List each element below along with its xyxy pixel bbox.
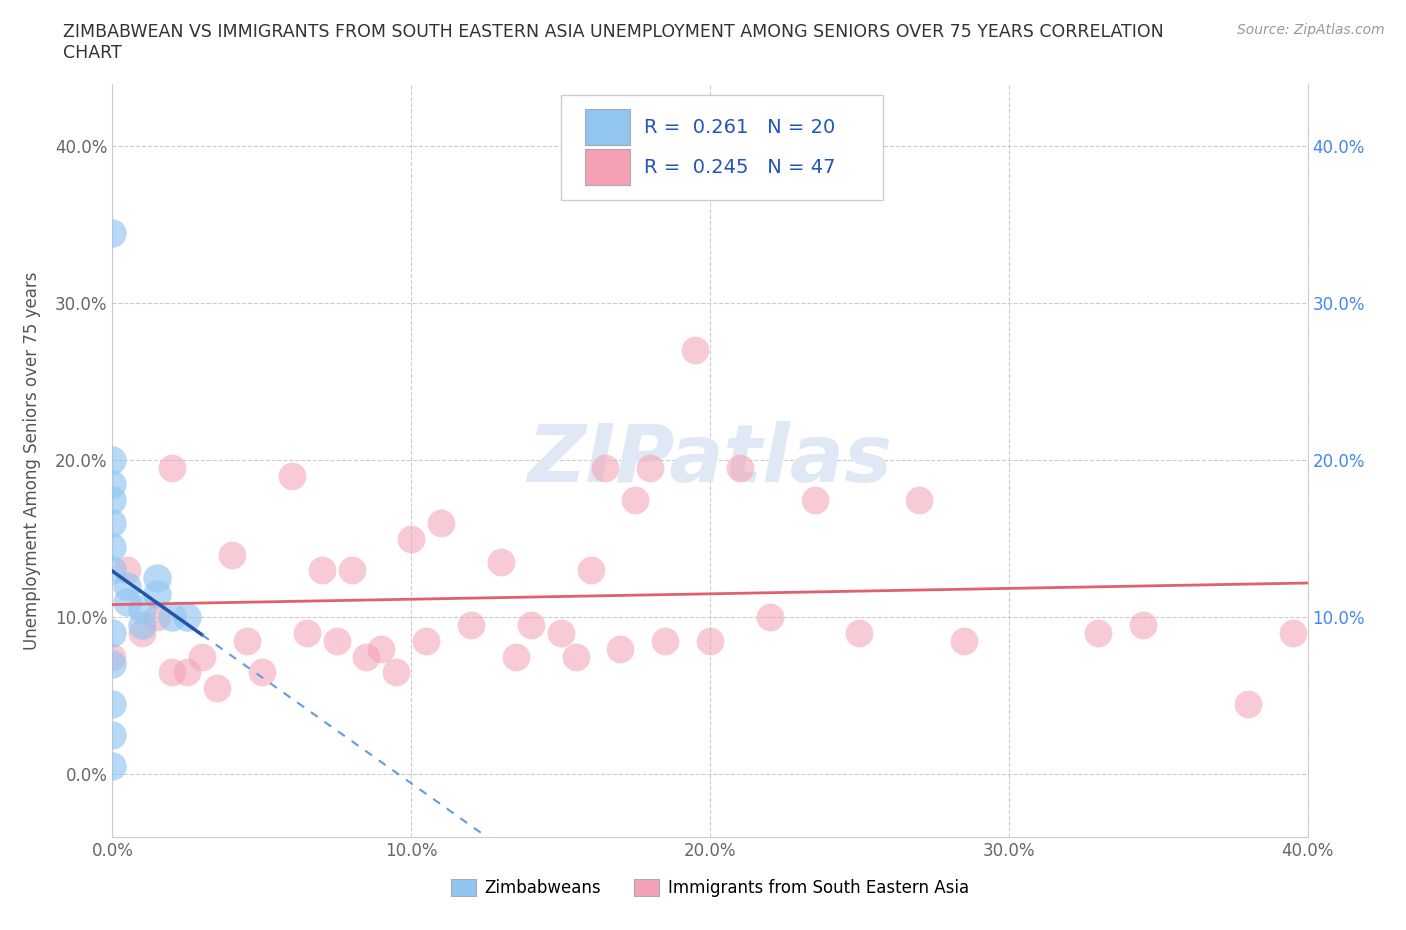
Point <box>759 610 782 625</box>
Point <box>728 460 751 475</box>
Point <box>640 460 662 475</box>
Point <box>356 649 378 664</box>
Point <box>295 626 318 641</box>
Point <box>162 460 183 475</box>
Point <box>520 618 543 632</box>
Point <box>699 633 721 648</box>
Point <box>131 602 153 617</box>
Point <box>415 633 437 648</box>
Point <box>146 610 169 625</box>
Text: ZIPatlas: ZIPatlas <box>527 421 893 499</box>
Point <box>609 642 631 657</box>
Text: Source: ZipAtlas.com: Source: ZipAtlas.com <box>1237 23 1385 37</box>
Point <box>101 626 124 641</box>
Point <box>162 610 183 625</box>
Text: ZIMBABWEAN VS IMMIGRANTS FROM SOUTH EASTERN ASIA UNEMPLOYMENT AMONG SENIORS OVER: ZIMBABWEAN VS IMMIGRANTS FROM SOUTH EAST… <box>63 23 1164 41</box>
Point <box>131 626 153 641</box>
Point <box>101 225 124 240</box>
Point <box>683 343 706 358</box>
Point <box>1237 697 1260 711</box>
FancyBboxPatch shape <box>585 110 630 145</box>
Point <box>191 649 214 664</box>
Point <box>101 476 124 491</box>
Point <box>131 618 153 632</box>
Point <box>624 492 647 507</box>
Point <box>101 453 124 468</box>
Point <box>221 547 243 562</box>
Point <box>340 563 363 578</box>
Point <box>101 759 124 774</box>
Point <box>101 539 124 554</box>
FancyBboxPatch shape <box>585 149 630 185</box>
Point <box>848 626 870 641</box>
Point <box>101 515 124 530</box>
Point <box>1132 618 1154 632</box>
Text: R =  0.245   N = 47: R = 0.245 N = 47 <box>644 158 835 177</box>
Point <box>162 665 183 680</box>
Point <box>385 665 408 680</box>
Text: R =  0.261   N = 20: R = 0.261 N = 20 <box>644 118 835 137</box>
Point <box>117 594 139 609</box>
Point <box>236 633 259 648</box>
Point <box>489 555 512 570</box>
Point <box>430 515 453 530</box>
Point <box>953 633 976 648</box>
FancyBboxPatch shape <box>561 95 883 201</box>
Legend: Zimbabweans, Immigrants from South Eastern Asia: Zimbabweans, Immigrants from South Easte… <box>444 872 976 904</box>
Point <box>1281 626 1303 641</box>
Point <box>176 610 198 625</box>
Point <box>101 563 124 578</box>
Point <box>803 492 825 507</box>
Point <box>311 563 333 578</box>
Point <box>564 649 586 664</box>
Point <box>505 649 527 664</box>
Point <box>550 626 572 641</box>
Point <box>579 563 602 578</box>
Point <box>908 492 931 507</box>
Point <box>101 697 124 711</box>
Point <box>101 727 124 742</box>
Text: CHART: CHART <box>63 44 122 61</box>
Point <box>117 578 139 593</box>
Point <box>401 531 423 546</box>
Point <box>325 633 347 648</box>
Point <box>370 642 392 657</box>
Point <box>176 665 198 680</box>
Point <box>1087 626 1109 641</box>
Point <box>281 469 304 484</box>
Point <box>654 633 676 648</box>
Point <box>101 492 124 507</box>
Point <box>460 618 482 632</box>
Point <box>101 657 124 671</box>
Point <box>250 665 273 680</box>
Point <box>117 563 139 578</box>
Point <box>146 586 169 601</box>
Point <box>146 571 169 586</box>
Point <box>205 681 228 696</box>
Point <box>595 460 617 475</box>
Point <box>101 649 124 664</box>
Y-axis label: Unemployment Among Seniors over 75 years: Unemployment Among Seniors over 75 years <box>24 272 41 649</box>
